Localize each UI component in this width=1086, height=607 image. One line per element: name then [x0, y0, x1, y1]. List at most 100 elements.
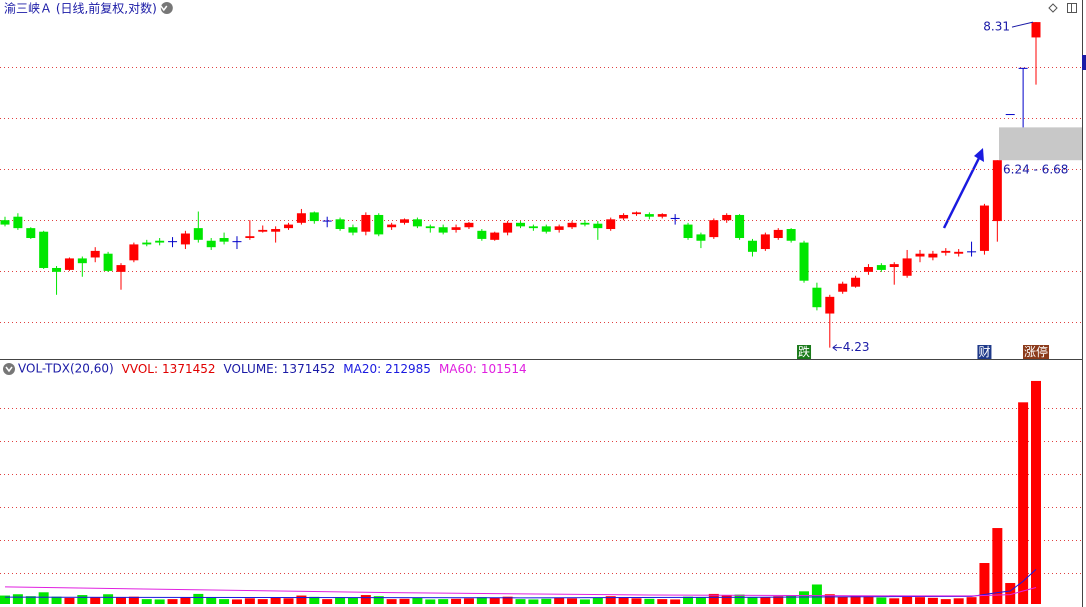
- candle-body: [979, 205, 989, 251]
- volume-bar: [915, 597, 926, 604]
- legend-value: 101514: [481, 362, 527, 376]
- volume-bar: [927, 597, 938, 604]
- volume-bar: [876, 597, 887, 604]
- volume-bar: [206, 597, 217, 604]
- candle-body: [245, 236, 255, 239]
- volume-bar: [77, 595, 88, 604]
- volume-bar: [824, 594, 835, 604]
- candle-body: [838, 283, 848, 292]
- volume-bar: [502, 596, 513, 604]
- candle-body: [683, 224, 693, 239]
- menu-icon[interactable]: [3, 363, 15, 375]
- candle-body: [206, 240, 216, 248]
- volume-bar: [180, 597, 191, 604]
- volume-bar: [528, 599, 539, 604]
- ma-line: [4, 586, 1037, 597]
- event-box: [977, 345, 992, 359]
- min-arrow-head: [832, 344, 838, 352]
- volume-bar: [554, 597, 565, 604]
- volume-bar: [644, 598, 655, 604]
- volume-bar: [386, 599, 397, 604]
- candle-body: [77, 258, 87, 264]
- volume-bar: [567, 598, 578, 604]
- candle-body: [747, 240, 757, 252]
- candle-body: [361, 214, 371, 232]
- legend-name: MA20:: [343, 362, 381, 376]
- candle-body: [258, 229, 268, 232]
- legend-entry: VOLUME: 1371452: [224, 362, 336, 376]
- candle-body: [941, 250, 951, 253]
- volume-bar: [322, 599, 333, 604]
- candle-body: [554, 226, 564, 230]
- volume-bar: [747, 597, 758, 604]
- volume-bar: [1005, 583, 1016, 604]
- candle-body: [387, 224, 397, 228]
- candle-body: [786, 229, 796, 241]
- volume-bar: [541, 598, 552, 604]
- volume-bar: [438, 599, 449, 604]
- candle-body: [619, 214, 629, 219]
- diamond-icon[interactable]: [1048, 3, 1058, 13]
- menu-icon-arrow: [160, 5, 168, 12]
- volume-bar: [309, 596, 320, 604]
- volume-bar: [721, 595, 732, 604]
- volume-bar: [992, 528, 1003, 604]
- max-label: 8.31: [983, 20, 1010, 34]
- candle-body: [928, 253, 938, 258]
- volume-bar: [760, 597, 771, 604]
- candle-body: [915, 253, 925, 257]
- volume-bar: [399, 598, 410, 604]
- volume-bar: [193, 593, 204, 604]
- candle-body: [26, 228, 36, 239]
- volume-bar: [283, 598, 294, 604]
- candle-body: [451, 227, 461, 230]
- window-icon[interactable]: [1067, 3, 1077, 13]
- ma-line: [4, 568, 1037, 599]
- candle-body: [129, 244, 139, 261]
- volume-bar: [811, 584, 822, 604]
- candle-body: [374, 214, 384, 235]
- candle-body: [425, 226, 435, 229]
- volume-bar: [683, 596, 694, 604]
- volume-bar: [515, 599, 526, 604]
- volume-bar: [657, 599, 668, 604]
- volume-bar: [373, 596, 384, 604]
- volume-bar: [38, 592, 49, 604]
- volume-bar: [618, 597, 629, 604]
- volume-bar: [219, 599, 230, 604]
- candle-body: [1031, 22, 1041, 38]
- chart-title: 渝三峡Ａ (日线,前复权,对数): [4, 1, 157, 16]
- volume-bar: [231, 599, 242, 604]
- legend-value: 1371452: [162, 362, 215, 376]
- volume-bar: [863, 596, 874, 604]
- max-arrow: [1011, 21, 1034, 28]
- volume-bar: [940, 599, 951, 604]
- candle-body: [90, 250, 100, 258]
- trend-arrow-head: [974, 148, 984, 162]
- event-label: 涨停: [1024, 344, 1048, 359]
- candle-body: [490, 232, 500, 240]
- volume-bar: [12, 594, 23, 604]
- menu-icon-arrow: [5, 366, 13, 373]
- candle-body: [103, 253, 113, 271]
- volume-bar: [489, 597, 500, 604]
- volume-bar: [979, 563, 990, 604]
- candle-body: [52, 267, 62, 272]
- volume-bar: [670, 599, 681, 604]
- legend-entry: MA60: 101514: [439, 362, 527, 376]
- candle-body: [722, 214, 732, 221]
- volume-bar: [451, 598, 462, 604]
- candle-body: [889, 264, 899, 268]
- candle-body: [657, 214, 667, 217]
- volume-bar: [695, 597, 706, 604]
- volume-bar: [128, 596, 139, 604]
- event-box: [1023, 345, 1049, 359]
- event-label: 跌: [798, 344, 810, 359]
- volume-bar: [902, 595, 913, 604]
- legend-value: 1371452: [282, 362, 335, 376]
- candle-body: [541, 226, 551, 232]
- min-label: 4.23: [843, 340, 870, 354]
- event-label: 财: [978, 345, 990, 359]
- candle-body: [696, 234, 706, 241]
